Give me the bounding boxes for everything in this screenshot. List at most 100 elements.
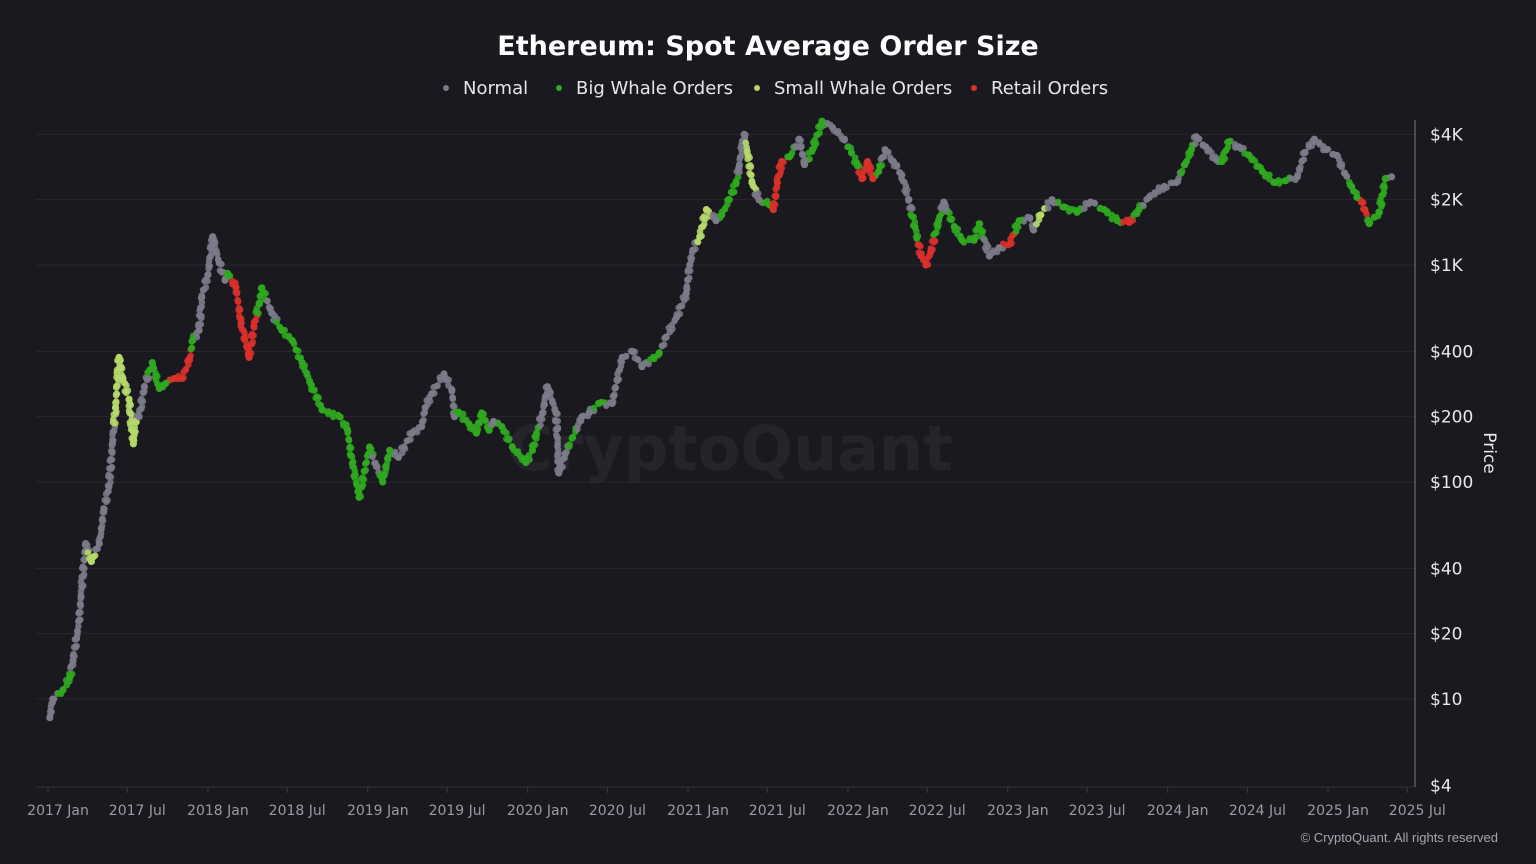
legend-label: Big Whale Orders — [576, 78, 733, 99]
x-axis-ticks: 2017 Jan 2017 Jul 2018 Jan 2018 Jul 2019 Jan… — [27, 787, 1446, 819]
data-point — [421, 404, 429, 412]
scatter-dot — [80, 570, 88, 578]
scatter-dot — [75, 608, 83, 616]
scatter-dot — [105, 471, 113, 479]
data-point — [732, 178, 740, 187]
data-point — [268, 309, 276, 317]
scatter-dot — [541, 401, 548, 408]
scatter-dot — [182, 366, 189, 374]
scatter-dot — [908, 213, 916, 220]
scatter-dot — [482, 417, 489, 425]
x-tick-label: 2022 Jan — [827, 803, 889, 819]
scatter-dot — [315, 394, 322, 402]
y-axis-label: Price — [1479, 432, 1499, 473]
data-point — [258, 284, 266, 292]
data-point — [298, 359, 306, 367]
scatter-dot — [449, 395, 457, 403]
x-tick-label: 2017 Jan — [27, 803, 89, 819]
data-point — [898, 171, 906, 179]
scatter-dot — [98, 522, 106, 530]
data-point — [940, 198, 948, 206]
data-point — [561, 450, 569, 458]
scatter-dot — [202, 284, 210, 291]
data-point — [725, 196, 733, 204]
scatter-dot — [118, 365, 126, 372]
x-tick-label: 2024 Jul — [1229, 803, 1286, 819]
data-point — [498, 423, 506, 431]
scatter-dot — [73, 642, 80, 650]
y-tick-label: $400 — [1430, 342, 1473, 362]
data-point — [958, 236, 966, 244]
data-point — [869, 175, 877, 183]
scatter-dot — [91, 552, 99, 559]
x-tick-label: 2025 Jul — [1389, 803, 1446, 819]
data-point — [1135, 206, 1143, 214]
data-point — [1341, 169, 1349, 177]
scatter-dot — [248, 330, 256, 338]
legend-marker — [443, 85, 449, 91]
data-point — [1245, 151, 1253, 159]
x-tick-label: 2021 Jan — [667, 803, 729, 819]
x-tick-label: 2018 Jan — [187, 803, 249, 819]
scatter-dot — [1380, 181, 1388, 189]
scatter-dot — [1045, 204, 1052, 212]
data-point — [1015, 217, 1023, 225]
data-point — [522, 458, 530, 467]
legend-marker — [971, 85, 977, 91]
scatter-dot — [734, 173, 742, 181]
data-point — [379, 478, 387, 486]
data-point — [209, 233, 217, 241]
scatter-dot — [867, 164, 875, 172]
legend-item[interactable]: Big Whale Orders — [556, 78, 733, 99]
scatter-dot — [251, 317, 259, 325]
data-point — [278, 326, 286, 334]
legend-marker — [556, 85, 562, 91]
data-point — [307, 381, 315, 389]
data-point — [1060, 203, 1068, 211]
data-point — [440, 370, 448, 378]
data-point — [578, 413, 586, 421]
data-point — [740, 130, 748, 138]
legend-item[interactable]: Small Whale Orders — [754, 78, 952, 99]
scatter-dot — [948, 216, 955, 224]
y-tick-label: $100 — [1430, 473, 1473, 493]
data-point — [1381, 175, 1389, 183]
data-point — [800, 161, 809, 169]
scatter-dot — [420, 416, 427, 424]
scatter-dot — [773, 192, 780, 199]
data-point — [911, 223, 919, 231]
scatter-dot — [1208, 149, 1215, 156]
scatter-dot — [75, 623, 82, 630]
data-point — [250, 323, 258, 331]
data-point — [889, 157, 898, 166]
data-point — [448, 386, 456, 394]
data-point — [129, 440, 137, 448]
data-point — [1353, 193, 1361, 201]
data-point — [655, 350, 663, 358]
data-point — [189, 336, 197, 344]
scatter-dot — [445, 376, 453, 384]
scatter-dot — [214, 251, 221, 258]
data-point — [595, 399, 603, 408]
data-point — [355, 493, 363, 501]
scatter-dot — [797, 144, 805, 151]
data-point — [773, 178, 782, 187]
scatter-dot — [131, 424, 139, 431]
scatter-dot — [362, 466, 369, 474]
legend-item[interactable]: Retail Orders — [971, 78, 1108, 99]
x-tick-label: 2024 Jan — [1147, 803, 1209, 819]
data-point — [1358, 198, 1366, 206]
data-point — [755, 196, 763, 204]
data-point — [428, 390, 436, 398]
scatter-dot — [104, 496, 111, 504]
scatter-dot — [108, 463, 116, 471]
grid — [36, 133, 1415, 700]
data-point — [1192, 133, 1200, 141]
scatter-dot — [236, 306, 244, 314]
data-point — [119, 374, 127, 383]
data-point — [288, 336, 296, 344]
legend-label: Retail Orders — [991, 78, 1108, 99]
legend-item[interactable]: Normal — [443, 78, 528, 99]
chart-title: Ethereum: Spot Average Order Size — [497, 31, 1038, 62]
